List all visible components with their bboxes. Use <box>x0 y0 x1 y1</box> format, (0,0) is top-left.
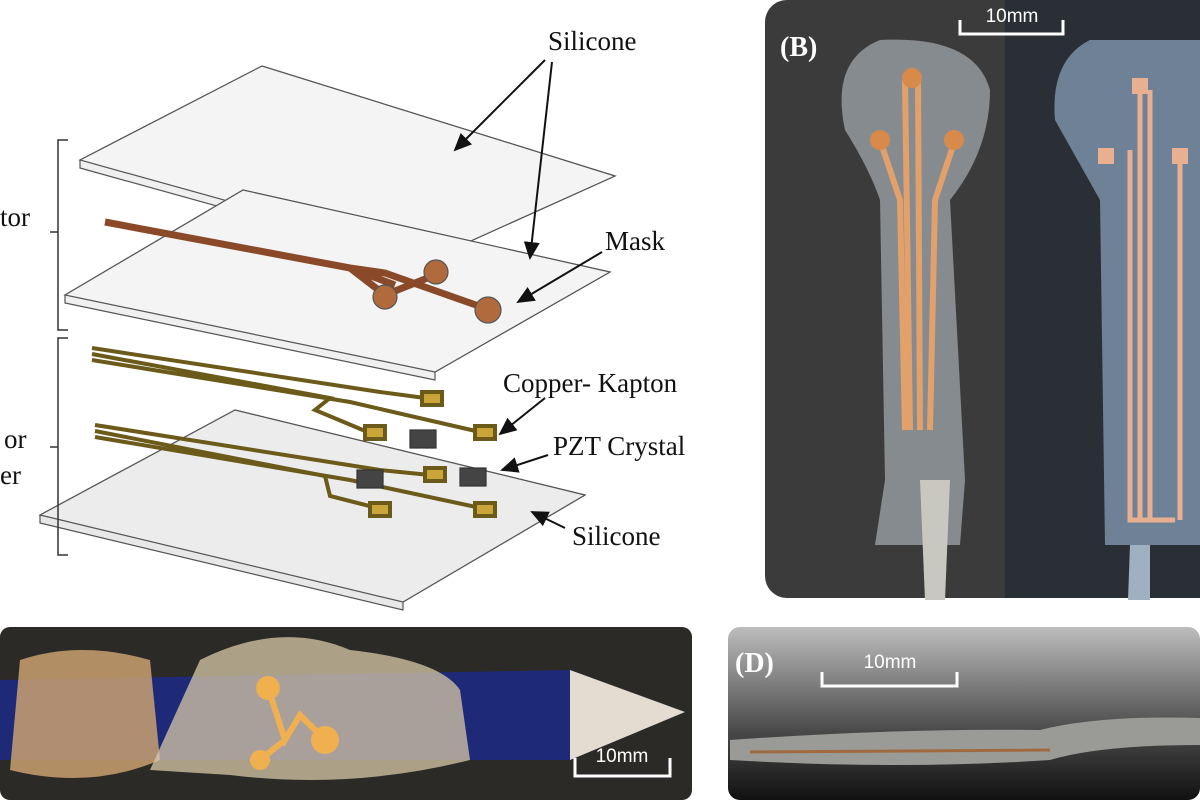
scale-label: 10mm <box>864 652 917 673</box>
scale-label: 10mm <box>596 746 649 767</box>
side-label: or <box>4 424 27 454</box>
pzt-crystal <box>409 429 437 449</box>
pzt-crystal <box>356 469 384 489</box>
panel-label: (B) <box>780 32 817 63</box>
panel-d <box>728 627 1200 800</box>
scale-label: 10mm <box>986 6 1039 27</box>
pzt-crystal <box>459 467 487 487</box>
panel-b <box>765 0 1200 600</box>
brackets <box>50 139 68 556</box>
label: PZT Crystal <box>553 431 685 461</box>
copper-kapton-upper <box>91 346 497 441</box>
side-label: er <box>0 460 21 490</box>
label: Copper- Kapton <box>503 368 678 398</box>
label: Mask <box>605 226 665 256</box>
mask-layer <box>63 189 612 381</box>
label: Silicone <box>548 26 637 56</box>
label: Silicone <box>572 521 661 551</box>
arrows <box>453 59 603 529</box>
panel-label: (D) <box>735 648 774 679</box>
side-label: tor <box>0 202 30 232</box>
panel-a <box>38 65 617 611</box>
copper-kapton-lower <box>94 423 497 518</box>
panel-c <box>0 627 692 800</box>
